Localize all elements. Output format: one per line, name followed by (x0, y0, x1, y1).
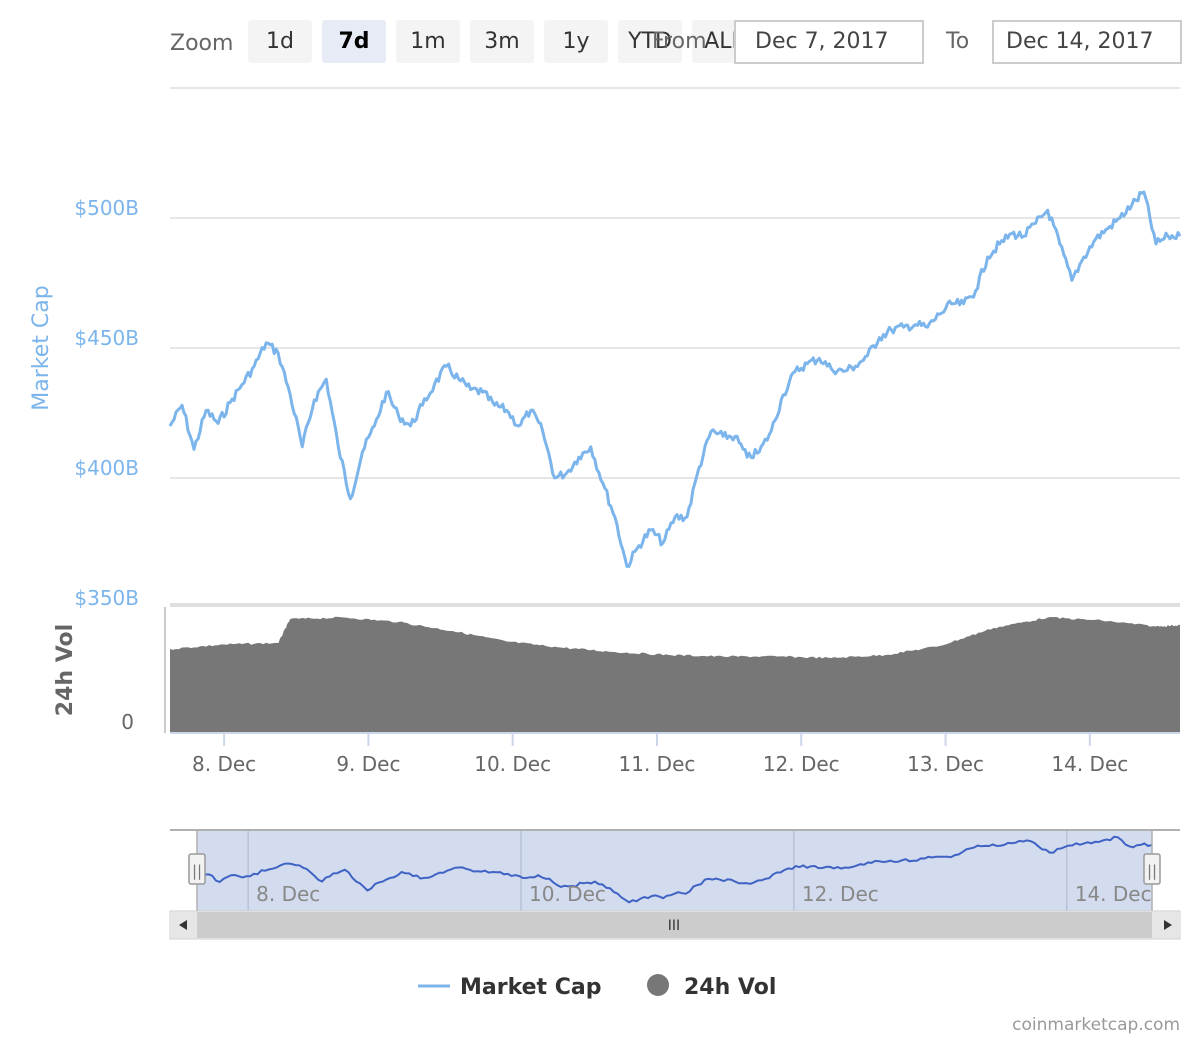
market-cap-ytick-label: $450B (74, 326, 139, 350)
legend-circle-symbol (647, 974, 669, 996)
x-tick-label: 14. Dec (1051, 752, 1128, 776)
zoom-button-label: 7d (338, 29, 369, 54)
credits-link[interactable]: coinmarketcap.com (1012, 1015, 1180, 1035)
market-cap-ytick-label: $350B (74, 586, 139, 610)
scroll-right-button[interactable] (1152, 912, 1180, 938)
scrollbar: III (169, 910, 1181, 940)
x-tick-label: 9. Dec (336, 752, 400, 776)
volume-series-bars[interactable] (170, 616, 1180, 733)
zoom-button-1m[interactable]: 1m (396, 20, 460, 63)
zoom-button-label: 3m (484, 29, 519, 54)
from-date-input-box[interactable] (734, 20, 924, 64)
zoom-button-label: 1d (266, 29, 294, 54)
to-date-input-box[interactable] (992, 20, 1182, 64)
zoom-button-label: YTD (627, 29, 672, 54)
zoom-button-1d[interactable]: 1d (248, 20, 312, 63)
navigator-x-label: 8. Dec (256, 882, 320, 906)
from-date-input[interactable]: Dec 7, 2017 (755, 29, 889, 54)
zoom-button-7d[interactable]: 7d (322, 20, 386, 63)
market-cap-ytick-label: $500B (74, 196, 139, 220)
zoom-button-label: 1m (410, 29, 445, 54)
arrow-right-icon (1164, 920, 1172, 930)
volume-pane: 0 24h Vol 8. Dec 9. Dec 10. Dec 11. Dec 12. … (53, 607, 1180, 776)
zoom-button-3m[interactable]: 3m (470, 20, 534, 63)
legend-item-market-cap[interactable]: Market Cap (418, 975, 601, 1000)
scroll-left-button[interactable] (170, 912, 197, 938)
x-tick-label: 13. Dec (907, 752, 984, 776)
market-cap-ytick-label: $400B (74, 456, 139, 480)
navigator-x-label: 12. Dec (802, 882, 879, 906)
x-tick-label: 12. Dec (763, 752, 840, 776)
volume-axis-title: 24h Vol (53, 624, 78, 716)
zoom-button-1y[interactable]: 1y (544, 20, 608, 63)
legend: Market Cap 24h Vol (418, 974, 776, 1000)
navigator: 8. Dec 10. Dec 12. Dec 14. Dec || || (170, 829, 1180, 911)
legend-item-volume[interactable]: 24h Vol (647, 974, 776, 1000)
x-tick-label: 11. Dec (619, 752, 696, 776)
volume-ytick-label: 0 (121, 710, 134, 734)
market-cap-pane: $350B $400B $450B $500B Market Cap (29, 87, 1182, 610)
scrollbar-thumb[interactable] (197, 912, 1152, 938)
zoom-button-label: 1y (562, 29, 589, 54)
x-tick-label: 8. Dec (192, 752, 256, 776)
arrow-left-icon (179, 920, 187, 930)
legend-label-volume: 24h Vol (684, 975, 776, 1000)
x-tick-label: 10. Dec (474, 752, 551, 776)
navigator-x-label: 10. Dec (529, 882, 606, 906)
to-date-input[interactable]: Dec 14, 2017 (1006, 29, 1154, 54)
scrollbar-grip: III (668, 918, 680, 934)
market-cap-axis-title: Market Cap (29, 285, 54, 410)
from-label: From (652, 29, 707, 54)
navigator-x-label: 14. Dec (1075, 882, 1152, 906)
left-handle-grip: || (192, 862, 202, 880)
range-selector: Zoom 1d 7d 1m 3m 1y YTD ALL From Dec 7, 2017 T… (170, 20, 1182, 64)
zoom-label: Zoom (170, 31, 233, 56)
zoom-button-ytd[interactable]: YTD (618, 20, 682, 63)
legend-label-market-cap: Market Cap (460, 975, 601, 1000)
navigator-left-handle[interactable]: || (188, 853, 206, 885)
navigator-series-line (196, 835, 1153, 904)
to-label: To (945, 29, 969, 54)
market-cap-series-line[interactable] (168, 190, 1182, 568)
navigator-right-handle[interactable]: || (1143, 853, 1161, 885)
right-handle-grip: || (1147, 862, 1157, 880)
